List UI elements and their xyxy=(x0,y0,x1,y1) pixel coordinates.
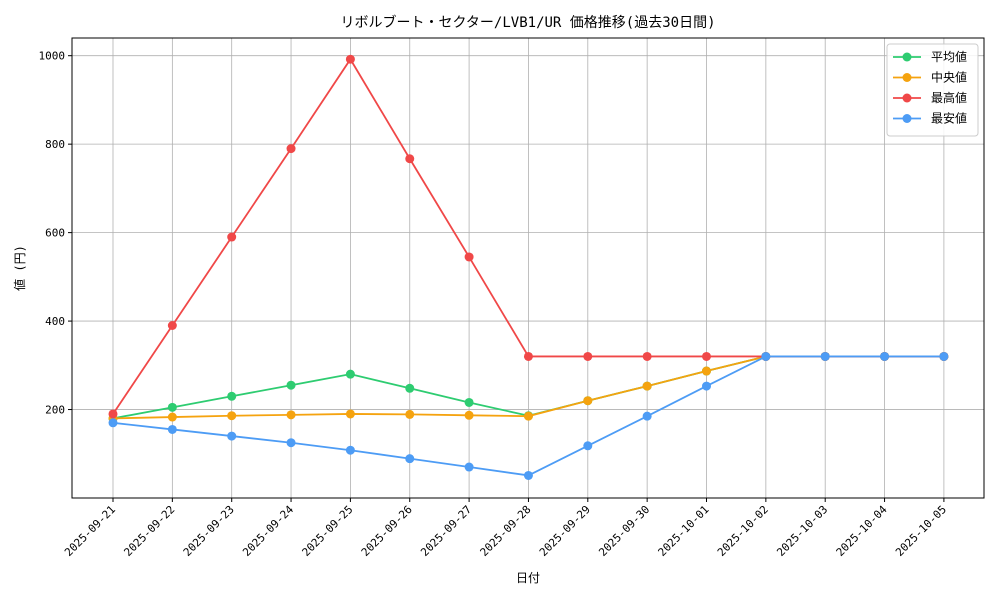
data-point xyxy=(345,445,355,455)
grid-lines xyxy=(72,38,984,498)
data-point xyxy=(464,462,474,472)
series-4 xyxy=(108,351,949,480)
data-point xyxy=(464,252,474,262)
plot-area xyxy=(71,37,985,499)
legend-swatch-marker xyxy=(902,114,912,123)
data-point xyxy=(167,402,177,412)
x-tick-label: 2025-09-30 xyxy=(596,503,652,559)
x-tick-label: 2025-09-23 xyxy=(181,503,237,559)
x-tick-label: 2025-10-04 xyxy=(834,503,890,559)
chart-title: リボルブート・セクター/LVB1/UR 価格推移(過去30日間) xyxy=(340,14,715,31)
data-point xyxy=(523,411,533,421)
data-point xyxy=(227,411,237,421)
series-group xyxy=(108,54,949,480)
legend-label: 平均値 xyxy=(931,49,967,64)
data-point xyxy=(405,154,415,164)
data-point xyxy=(583,396,593,406)
data-point xyxy=(702,351,711,361)
x-tick-label: 2025-09-29 xyxy=(537,503,593,559)
data-point xyxy=(167,321,177,330)
y-tick-label: 200 xyxy=(45,404,65,417)
data-point xyxy=(405,383,415,393)
data-point xyxy=(820,351,830,361)
data-point xyxy=(523,470,533,480)
data-point xyxy=(702,366,711,376)
data-point xyxy=(939,351,949,361)
x-tick-label: 2025-10-05 xyxy=(893,503,949,559)
y-tick-label: 600 xyxy=(45,227,65,240)
data-point xyxy=(702,381,711,391)
x-tick-label: 2025-09-21 xyxy=(62,503,118,559)
x-tick-label: 2025-10-01 xyxy=(656,503,712,559)
y-axis-label: 値 (円) xyxy=(12,245,27,291)
y-tick-label: 400 xyxy=(45,315,65,328)
data-point xyxy=(642,351,652,361)
data-point xyxy=(227,391,237,401)
data-point xyxy=(583,441,593,451)
data-point xyxy=(761,351,771,361)
x-tick-label: 2025-09-28 xyxy=(478,503,534,559)
x-axis: 2025-09-21 2025-09-22 2025-09-23 2025-09-24… xyxy=(62,498,949,559)
x-tick-label: 2025-09-24 xyxy=(240,503,296,559)
data-point xyxy=(227,431,237,441)
x-tick-label: 2025-10-03 xyxy=(774,503,830,559)
y-axis: 200 400 600 800 1000 xyxy=(39,50,72,417)
x-tick-label: 2025-10-02 xyxy=(715,503,771,559)
x-tick-label: 2025-09-27 xyxy=(418,503,474,559)
data-point xyxy=(108,409,118,419)
y-tick-label: 1000 xyxy=(39,50,66,63)
data-point xyxy=(523,351,533,361)
legend-item: 最安値 xyxy=(893,111,967,126)
data-point xyxy=(108,418,118,428)
legend-item: 平均値 xyxy=(893,49,967,64)
y-tick-label: 800 xyxy=(45,138,65,151)
legend-swatch-marker xyxy=(902,93,912,103)
data-point xyxy=(167,424,177,434)
data-point xyxy=(286,438,296,448)
data-point xyxy=(583,351,593,361)
legend-box xyxy=(886,43,979,137)
data-point xyxy=(345,409,355,419)
legend-swatch-marker xyxy=(902,73,912,82)
x-tick-label: 2025-09-26 xyxy=(359,503,415,559)
data-point xyxy=(464,397,474,407)
data-point xyxy=(286,410,296,420)
x-axis-label: 日付 xyxy=(516,571,540,585)
data-point xyxy=(642,381,652,391)
data-point xyxy=(227,232,237,242)
data-point xyxy=(345,369,355,379)
data-point xyxy=(405,454,415,464)
data-point xyxy=(880,351,890,361)
data-point xyxy=(345,54,355,64)
legend-swatch-marker xyxy=(902,52,912,62)
legend-label: 最高値 xyxy=(931,90,967,105)
data-point xyxy=(286,144,296,154)
x-tick-label: 2025-09-25 xyxy=(299,503,355,559)
data-point xyxy=(642,411,652,421)
data-point xyxy=(464,410,474,420)
legend-label: 中央値 xyxy=(931,70,967,85)
legend-label: 最安値 xyxy=(931,111,967,126)
data-point xyxy=(405,409,415,419)
legend-item: 最高値 xyxy=(893,90,967,105)
x-tick-label: 2025-09-22 xyxy=(121,503,177,559)
data-point xyxy=(286,380,296,390)
legend-item: 中央値 xyxy=(893,70,967,85)
data-point xyxy=(167,412,177,422)
